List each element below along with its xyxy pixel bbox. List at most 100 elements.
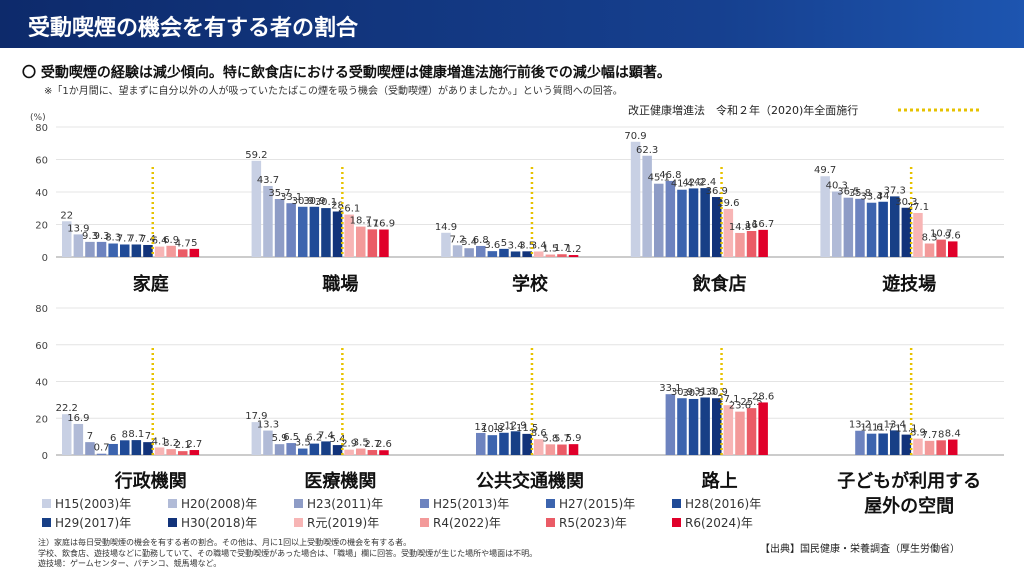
bar (309, 443, 320, 455)
bar (298, 206, 308, 257)
header-bar: 受動喫煙の機会を有する者の割合 (0, 0, 1024, 48)
bar (901, 434, 912, 455)
bar (665, 180, 676, 257)
category-label: 職場 (322, 273, 358, 295)
data-label: 59.2 (245, 150, 267, 161)
data-label: 5.8 (542, 433, 558, 444)
data-label: 13.2 (849, 420, 871, 431)
legend-label: H23(2011)年 (307, 497, 383, 511)
data-label: 27.1 (907, 202, 929, 213)
bar (189, 248, 200, 257)
legend-swatch (42, 499, 51, 508)
data-label: 3.4 (508, 240, 524, 251)
bar (344, 214, 354, 257)
data-label: 8 (938, 429, 944, 440)
data-label: 42.2 (682, 177, 704, 188)
legend-swatch (42, 518, 51, 527)
bar (948, 241, 958, 257)
bar (677, 189, 687, 257)
data-label: 33.1 (280, 192, 302, 203)
bar (677, 398, 687, 455)
data-label: 2.7 (186, 439, 202, 450)
bar (85, 442, 95, 455)
legend-swatch (168, 518, 177, 527)
bar (924, 440, 935, 455)
bar (367, 229, 378, 257)
data-label: 42.4 (694, 177, 716, 188)
bar (746, 231, 757, 257)
source-citation: 【出典】国民健康・栄養調査（厚生労働省） (760, 544, 960, 555)
data-label: 9.6 (945, 230, 961, 241)
data-label: 7 (145, 431, 151, 442)
data-label: 30.9 (706, 387, 728, 398)
data-label: 9.3 (82, 231, 98, 242)
data-label: 3.4 (531, 240, 547, 251)
data-label: 3.2 (163, 438, 179, 449)
data-label: 27.1 (717, 394, 739, 405)
data-label: 8.3 (105, 233, 121, 244)
bar (464, 248, 474, 257)
data-label: 7.7 (922, 430, 938, 441)
data-label: 6.9 (163, 235, 179, 246)
bar (901, 207, 912, 257)
legend-swatch (294, 499, 303, 508)
bar (855, 430, 865, 455)
bar (665, 394, 676, 455)
bar (712, 197, 722, 257)
category-label: 家庭 (133, 273, 169, 295)
category-label: 公共交通機関 (476, 470, 584, 492)
y-tick-label: 0 (42, 451, 48, 462)
data-label: 5 (191, 238, 197, 249)
bar (189, 450, 200, 455)
data-label: 2.6 (376, 439, 392, 450)
data-label: 25.5 (740, 397, 762, 408)
data-label: 28 (331, 201, 344, 212)
bar (321, 441, 331, 455)
data-label: 16.9 (67, 413, 89, 424)
legend-label: H20(2008)年 (181, 497, 257, 511)
bar (654, 183, 664, 257)
bar (309, 206, 320, 257)
data-label: 31.3 (694, 386, 716, 397)
data-label: 12.9 (504, 420, 526, 431)
bar (263, 185, 273, 257)
legend-label: H27(2015)年 (559, 497, 635, 511)
category-label: 飲食店 (692, 273, 747, 295)
page-title: 受動喫煙の機会を有する者の割合 (28, 16, 359, 41)
bar (499, 432, 509, 455)
bar (568, 255, 579, 257)
data-label: 23.6 (729, 401, 751, 412)
legend-label: H25(2013)年 (433, 497, 509, 511)
footnotes: 注）家庭は毎日受動喫煙の機会を有する者の割合。その他は、月に1回以上受動喫煙の機… (38, 538, 537, 570)
data-label: 7.4 (140, 234, 156, 245)
bar (178, 451, 188, 455)
category-label: 子どもが利用する (837, 470, 981, 492)
data-label: 3.5 (519, 240, 535, 251)
category-label: 学校 (512, 273, 549, 295)
bar (441, 232, 451, 257)
data-label: 13.9 (67, 223, 89, 234)
data-label: 6.8 (473, 235, 489, 246)
bar (712, 398, 722, 455)
bar (251, 160, 262, 257)
bar (700, 397, 710, 455)
bar (924, 243, 935, 257)
data-label: 8.4 (945, 429, 961, 440)
bar (557, 254, 567, 257)
data-label: 1.7 (554, 243, 570, 254)
data-label: 35.7 (268, 188, 290, 199)
data-label: 30.9 (292, 196, 314, 207)
bar (534, 439, 544, 455)
data-label: 7.2 (450, 234, 466, 245)
data-label: 12.1 (493, 422, 515, 433)
data-label: 33.1 (659, 383, 681, 394)
data-label: 6.2 (306, 433, 322, 444)
bar (510, 251, 521, 257)
data-label: 13.3 (257, 420, 279, 431)
bar (688, 398, 699, 455)
data-label: 4.7 (175, 238, 191, 249)
data-label: 28.6 (752, 391, 774, 402)
data-label: 29.6 (717, 198, 739, 209)
bar (936, 239, 946, 257)
